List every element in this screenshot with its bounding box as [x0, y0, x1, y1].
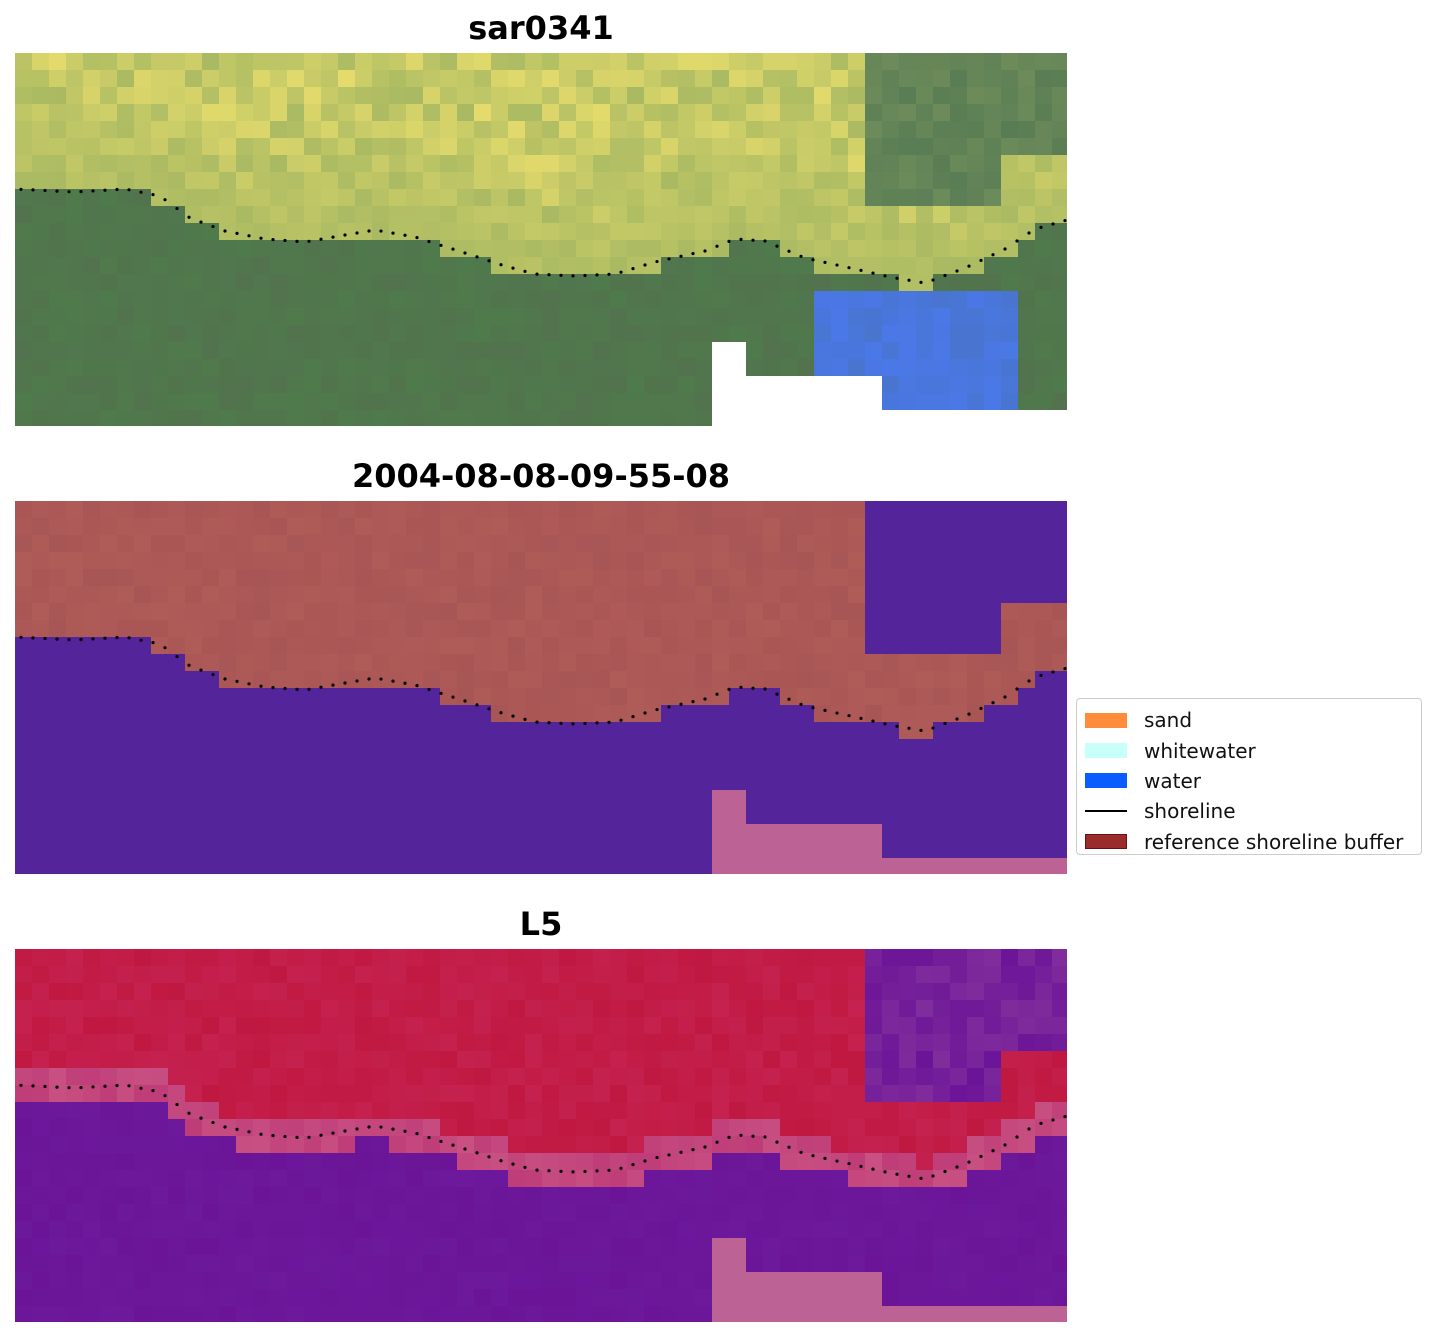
classification-image — [15, 501, 1067, 874]
whitewater-swatch — [1085, 743, 1127, 759]
panel-title-rgb: sar0341 — [468, 9, 614, 47]
reference-buffer-swatch — [1085, 834, 1127, 850]
legend: sand whitewater water shoreline referenc… — [1076, 698, 1422, 855]
classification-image-panel — [15, 501, 1067, 874]
shoreline-line-swatch — [1085, 810, 1127, 813]
legend-label: shoreline — [1144, 799, 1236, 824]
index-image-panel — [15, 949, 1067, 1322]
legend-item-water: water — [1085, 766, 1413, 796]
water-index-image — [15, 949, 1067, 1322]
legend-item-reference-buffer: reference shoreline buffer — [1085, 827, 1413, 857]
panel-title-classification: 2004-08-08-09-55-08 — [351, 457, 731, 495]
legend-label: water — [1144, 768, 1201, 793]
legend-label: sand — [1144, 708, 1193, 733]
legend-item-whitewater: whitewater — [1085, 735, 1413, 765]
legend-item-shoreline: shoreline — [1085, 796, 1413, 826]
legend-label: whitewater — [1144, 738, 1256, 763]
rgb-satellite-image — [15, 53, 1067, 426]
rgb-image-panel — [15, 53, 1067, 426]
sand-swatch — [1085, 712, 1127, 728]
water-swatch — [1085, 773, 1127, 789]
legend-label: reference shoreline buffer — [1144, 829, 1404, 854]
legend-item-sand: sand — [1085, 705, 1413, 735]
panel-title-index: L5 — [519, 905, 563, 943]
